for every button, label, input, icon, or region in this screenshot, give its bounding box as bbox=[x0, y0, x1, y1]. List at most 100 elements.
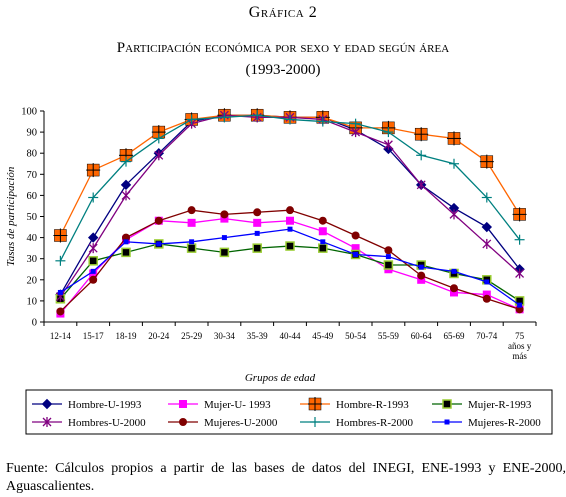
data-point bbox=[442, 399, 452, 409]
data-point bbox=[186, 114, 197, 125]
data-point bbox=[286, 206, 294, 215]
x-tick-label: 18-19 bbox=[116, 331, 137, 341]
data-point bbox=[153, 133, 164, 144]
data-point bbox=[254, 230, 260, 236]
data-point bbox=[484, 279, 490, 285]
data-point bbox=[287, 226, 293, 232]
data-point bbox=[154, 216, 163, 225]
y-tick-label: 60 bbox=[27, 191, 38, 202]
chart-subtitle: (1993-2000) bbox=[245, 62, 321, 78]
data-point bbox=[450, 284, 458, 293]
data-point bbox=[351, 244, 360, 253]
data-point bbox=[151, 125, 166, 140]
y-tick-label: 0 bbox=[32, 318, 37, 329]
chart-title: Participación económica por sexo y edad … bbox=[116, 40, 450, 56]
series-line bbox=[59, 217, 520, 314]
data-point bbox=[353, 251, 359, 257]
legend-item: Mujer-R-1993 bbox=[432, 399, 532, 411]
data-point bbox=[55, 255, 66, 266]
data-point bbox=[450, 288, 458, 297]
data-point bbox=[88, 243, 98, 254]
x-tick-label: 25-29 bbox=[181, 331, 202, 341]
data-point bbox=[351, 231, 360, 240]
data-point bbox=[308, 397, 322, 411]
data-point bbox=[383, 127, 394, 138]
data-point bbox=[88, 192, 99, 203]
data-point bbox=[417, 271, 426, 280]
x-tick-label: 40-44 bbox=[280, 331, 301, 341]
data-point bbox=[451, 268, 457, 274]
data-point bbox=[481, 192, 492, 203]
x-tick-label: 20-24 bbox=[148, 331, 169, 341]
legend-item: Hombre-U-1993 bbox=[32, 398, 142, 411]
data-point bbox=[179, 418, 187, 426]
legend-item: Hombres-U-2000 bbox=[32, 417, 146, 429]
data-point bbox=[121, 190, 131, 201]
legend-item: Hombres-R-2000 bbox=[300, 417, 413, 429]
data-point bbox=[384, 246, 393, 255]
series-6 bbox=[56, 206, 524, 316]
data-point bbox=[220, 214, 229, 223]
data-point bbox=[383, 260, 394, 270]
data-point bbox=[416, 179, 426, 190]
legend-item: Mujeres-R-2000 bbox=[432, 417, 541, 429]
data-point bbox=[87, 232, 99, 243]
data-point bbox=[416, 150, 427, 161]
data-point bbox=[88, 256, 98, 266]
data-point bbox=[318, 227, 327, 236]
figure-label: Gráfica 2 bbox=[248, 4, 318, 21]
data-point bbox=[86, 163, 101, 178]
data-point bbox=[221, 235, 227, 241]
data-point bbox=[156, 241, 162, 247]
x-tick-label: 15-17 bbox=[83, 331, 104, 341]
legend-label: Hombres-U-2000 bbox=[68, 417, 146, 429]
data-point bbox=[123, 239, 129, 245]
y-tick-label: 40 bbox=[27, 233, 38, 244]
legend-label: Mujer-R-1993 bbox=[468, 399, 532, 411]
data-point bbox=[253, 218, 262, 227]
y-tick-label: 10 bbox=[27, 296, 38, 307]
legend-label: Mujeres-U-2000 bbox=[204, 417, 278, 429]
data-point bbox=[219, 247, 230, 258]
data-point bbox=[449, 209, 459, 220]
x-tick-label: 30-34 bbox=[214, 331, 235, 341]
legend-label: Hombre-R-1993 bbox=[336, 399, 409, 411]
data-point bbox=[89, 275, 98, 284]
source-note: Fuente: Cálculos propios a partir de las… bbox=[6, 461, 566, 494]
x-tick-label: 50-54 bbox=[345, 331, 366, 341]
y-axis-label: Tasas de participación bbox=[5, 166, 17, 266]
data-point bbox=[219, 112, 230, 123]
data-point bbox=[253, 208, 262, 217]
data-point bbox=[515, 268, 525, 279]
data-point bbox=[482, 294, 491, 303]
x-tick-label: 60-64 bbox=[411, 331, 432, 341]
legend-label: Hombres-R-2000 bbox=[336, 417, 413, 429]
data-point bbox=[252, 243, 262, 253]
x-tick-label: 70-74 bbox=[476, 331, 497, 341]
data-point bbox=[220, 210, 229, 219]
y-tick-label: 90 bbox=[27, 128, 38, 139]
series-7 bbox=[55, 110, 525, 266]
legend-item: Hombre-R-1993 bbox=[300, 397, 409, 411]
y-tick-label: 100 bbox=[21, 107, 37, 118]
data-point bbox=[317, 116, 328, 127]
legend bbox=[25, 389, 553, 435]
series-8 bbox=[57, 226, 523, 308]
x-tick-label: 75 años y más bbox=[508, 331, 532, 361]
y-tick-label: 50 bbox=[27, 212, 38, 223]
data-point bbox=[514, 234, 525, 245]
data-point bbox=[56, 307, 65, 316]
data-point bbox=[179, 400, 187, 408]
data-point bbox=[42, 417, 52, 427]
y-tick-label: 30 bbox=[27, 254, 38, 265]
data-point bbox=[512, 207, 527, 222]
y-tick-label: 80 bbox=[27, 149, 38, 160]
data-point bbox=[320, 239, 326, 245]
data-point bbox=[479, 154, 494, 169]
data-point bbox=[57, 289, 63, 295]
data-point bbox=[318, 216, 327, 225]
data-point bbox=[481, 221, 493, 233]
y-tick-label: 70 bbox=[27, 170, 38, 181]
x-tick-label: 65-69 bbox=[444, 331, 465, 341]
data-point bbox=[53, 228, 68, 243]
